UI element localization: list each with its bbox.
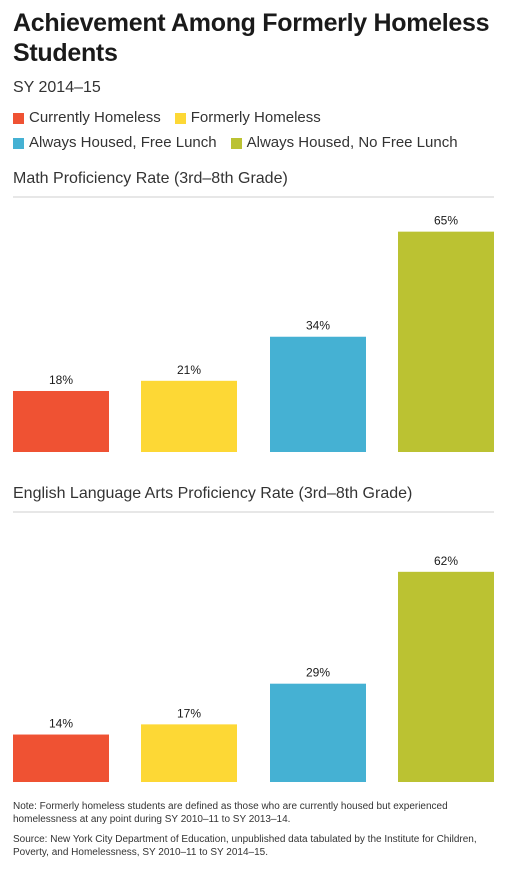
legend-label: Always Housed, No Free Lunch	[246, 134, 458, 151]
legend-swatch	[13, 137, 24, 149]
legend-row: Always Housed, Free Lunch Always Housed,…	[13, 134, 508, 152]
legend-item-formerly-homeless: Formerly Homeless	[174, 109, 321, 127]
bar-4	[398, 231, 494, 452]
legend-swatch	[13, 112, 24, 124]
ela-chart-title: English Language Arts Proficiency Rate (…	[13, 485, 413, 502]
legend-label: Always Housed, Free Lunch	[29, 134, 217, 151]
legend-label: Currently Homeless	[29, 109, 161, 126]
bar-value-label: 17%	[177, 706, 201, 720]
bar-value-label: 62%	[434, 554, 458, 568]
bar-2	[141, 724, 237, 782]
legend-row: Currently Homeless Formerly Homeless	[13, 109, 508, 127]
bar-3	[270, 683, 366, 782]
bar-value-label: 18%	[49, 373, 73, 387]
bar-1	[13, 390, 109, 452]
legend-swatch	[174, 112, 186, 124]
legend-item-currently-homeless: Currently Homeless	[13, 109, 161, 127]
page-title: Achievement Among Formerly Homeless Stud…	[13, 9, 490, 67]
bar-value-label: 29%	[306, 666, 330, 680]
bar-value-label: 34%	[306, 319, 330, 333]
page-subtitle: SY 2014–15	[13, 79, 101, 96]
bar-4	[398, 571, 494, 782]
bar-value-label: 65%	[434, 214, 458, 228]
source-note: Source: New York City Department of Educ…	[13, 834, 477, 858]
bar-value-label: 14%	[49, 717, 73, 731]
legend: Currently Homeless Formerly Homeless Alw…	[13, 109, 508, 159]
math-chart-title: Math Proficiency Rate (3rd–8th Grade)	[13, 170, 288, 187]
legend-label: Formerly Homeless	[190, 109, 321, 126]
bar-3	[270, 336, 366, 452]
bar-2	[141, 380, 237, 452]
legend-item-always-housed-no-free-lunch: Always Housed, No Free Lunch	[230, 134, 458, 152]
footnote: Note: Formerly homeless students are def…	[13, 801, 448, 825]
legend-swatch	[230, 137, 242, 149]
bar-value-label: 21%	[177, 363, 201, 377]
legend-item-always-housed-free-lunch: Always Housed, Free Lunch	[13, 134, 217, 152]
bar-1	[13, 734, 109, 782]
